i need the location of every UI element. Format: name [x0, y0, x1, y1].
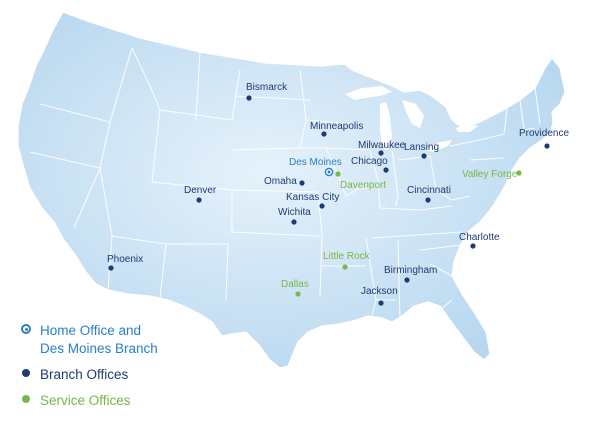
city-marker-dallas [295, 291, 301, 297]
city-marker-valley-forge [516, 170, 522, 176]
city-marker-cincinnati [425, 197, 431, 203]
city-label-kansas-city: Kansas City [286, 192, 339, 203]
city-label-milwaukee: Milwaukee [358, 140, 406, 151]
city-label-bismarck: Bismarck [246, 82, 288, 93]
lake-michigan [380, 102, 392, 150]
legend-branch: Branch Offices [20, 366, 158, 384]
city-marker-chicago [383, 167, 389, 173]
legend-home: Home Office and Des Moines Branch [20, 322, 158, 358]
city-label-cincinnati: Cincinnati [407, 185, 451, 196]
city-marker-kansas-city [319, 203, 325, 209]
city-marker-lansing [421, 153, 427, 159]
legend-home-line2: Des Moines Branch [40, 341, 158, 356]
service-office-icon [22, 395, 30, 403]
legend-home-line1: Home Office and [40, 323, 142, 338]
legend: Home Office and Des Moines Branch Branch… [20, 322, 158, 418]
city-marker-bismarck [246, 95, 252, 101]
city-label-chicago: Chicago [351, 156, 388, 167]
city-marker-davenport [335, 171, 341, 177]
city-marker-little-rock [342, 264, 348, 270]
city-label-birmingham: Birmingham [384, 265, 437, 276]
lake-ontario [456, 124, 478, 132]
city-label-providence: Providence [519, 128, 569, 139]
city-marker-center-des-moines [327, 170, 331, 174]
lake-erie [424, 140, 452, 152]
us-landmass [17, 11, 566, 369]
city-marker-milwaukee [378, 150, 384, 156]
lake-huron [402, 100, 424, 128]
legend-service: Service Offices [20, 392, 158, 410]
city-marker-jackson [378, 300, 384, 306]
legend-branch-label: Branch Offices [40, 367, 129, 382]
city-label-minneapolis: Minneapolis [310, 121, 363, 132]
city-label-jackson: Jackson [361, 286, 398, 297]
city-label-davenport: Davenport [340, 180, 386, 191]
city-marker-birmingham [404, 277, 410, 283]
lake-superior [345, 86, 392, 100]
city-label-phoenix: Phoenix [107, 254, 143, 265]
city-label-charlotte: Charlotte [459, 232, 500, 243]
city-marker-minneapolis [321, 131, 327, 137]
city-marker-providence [544, 143, 550, 149]
city-marker-wichita [291, 219, 297, 225]
city-label-little-rock: Little Rock [323, 251, 371, 262]
city-label-des-moines: Des Moines [289, 157, 342, 168]
city-marker-phoenix [108, 265, 114, 271]
city-label-denver: Denver [184, 185, 217, 196]
city-marker-omaha [299, 180, 305, 186]
state-borders [29, 47, 541, 321]
home-office-icon [21, 324, 31, 334]
city-label-wichita: Wichita [278, 207, 311, 218]
city-marker-denver [196, 197, 202, 203]
branch-office-icon [22, 369, 30, 377]
city-label-omaha: Omaha [264, 176, 297, 187]
city-label-valley-forge: Valley Forge [462, 169, 518, 180]
city-label-dallas: Dallas [281, 279, 309, 290]
legend-service-label: Service Offices [40, 393, 131, 408]
city-label-lansing: Lansing [404, 142, 439, 153]
city-marker-charlotte [470, 243, 476, 249]
